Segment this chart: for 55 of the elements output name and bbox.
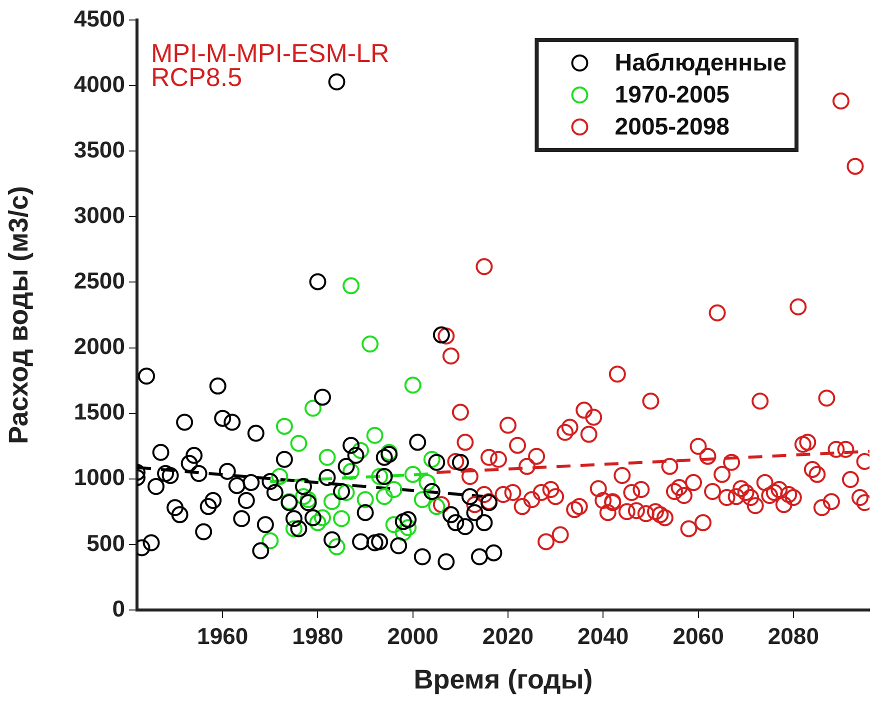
point (338, 484, 355, 502)
x-tick-label: 1960 (197, 623, 248, 650)
x-tick-label: 2080 (768, 623, 819, 650)
point (304, 400, 322, 417)
y-tick-label: 0 (112, 595, 125, 622)
point (285, 520, 302, 538)
point (414, 491, 431, 508)
x-tick-label: 2040 (578, 623, 629, 650)
point (352, 442, 370, 459)
point (385, 516, 402, 534)
point (342, 277, 360, 294)
point (428, 498, 446, 516)
point (324, 493, 341, 510)
legend-label: 1970-2005 (614, 82, 730, 109)
x-tick-label: 2000 (387, 623, 438, 650)
legend-label: 2005-2098 (614, 114, 730, 141)
x-tick-label: 1980 (292, 623, 344, 650)
y-tick-label: 2500 (74, 268, 125, 294)
y-tick-label: 4000 (74, 70, 125, 97)
y-tick-label: 3500 (74, 136, 125, 162)
point (404, 466, 422, 483)
y-tick-label: 2000 (74, 333, 125, 360)
point (328, 538, 346, 556)
y-tick-label: 500 (86, 530, 125, 556)
point (400, 519, 417, 536)
point (394, 524, 412, 542)
point (271, 468, 288, 486)
point (418, 474, 436, 492)
point (423, 450, 440, 468)
point (376, 488, 393, 506)
point (385, 481, 402, 498)
point (356, 491, 374, 508)
y-tick-label: 1500 (74, 398, 125, 425)
point (314, 509, 332, 526)
y-tick-label: 1000 (74, 464, 125, 490)
x-tick-label: 2020 (482, 623, 534, 650)
point (309, 514, 326, 532)
point (366, 426, 384, 444)
point (362, 335, 379, 352)
point (342, 462, 360, 480)
y-tick-label: 4500 (74, 5, 125, 32)
point (371, 468, 388, 486)
x-tick-label: 2060 (672, 623, 724, 650)
point (333, 510, 350, 528)
point (318, 448, 336, 466)
y-axis-title: Расход воды (м3/с) (4, 186, 34, 444)
point (276, 418, 293, 435)
point (262, 532, 279, 550)
legend-label: Наблюденные (614, 50, 786, 77)
point (290, 434, 308, 452)
point (300, 491, 317, 508)
x-axis-title: Время (годы) (414, 664, 593, 694)
point (294, 488, 312, 506)
y-tick-label: 3000 (74, 202, 125, 228)
point (404, 376, 422, 394)
